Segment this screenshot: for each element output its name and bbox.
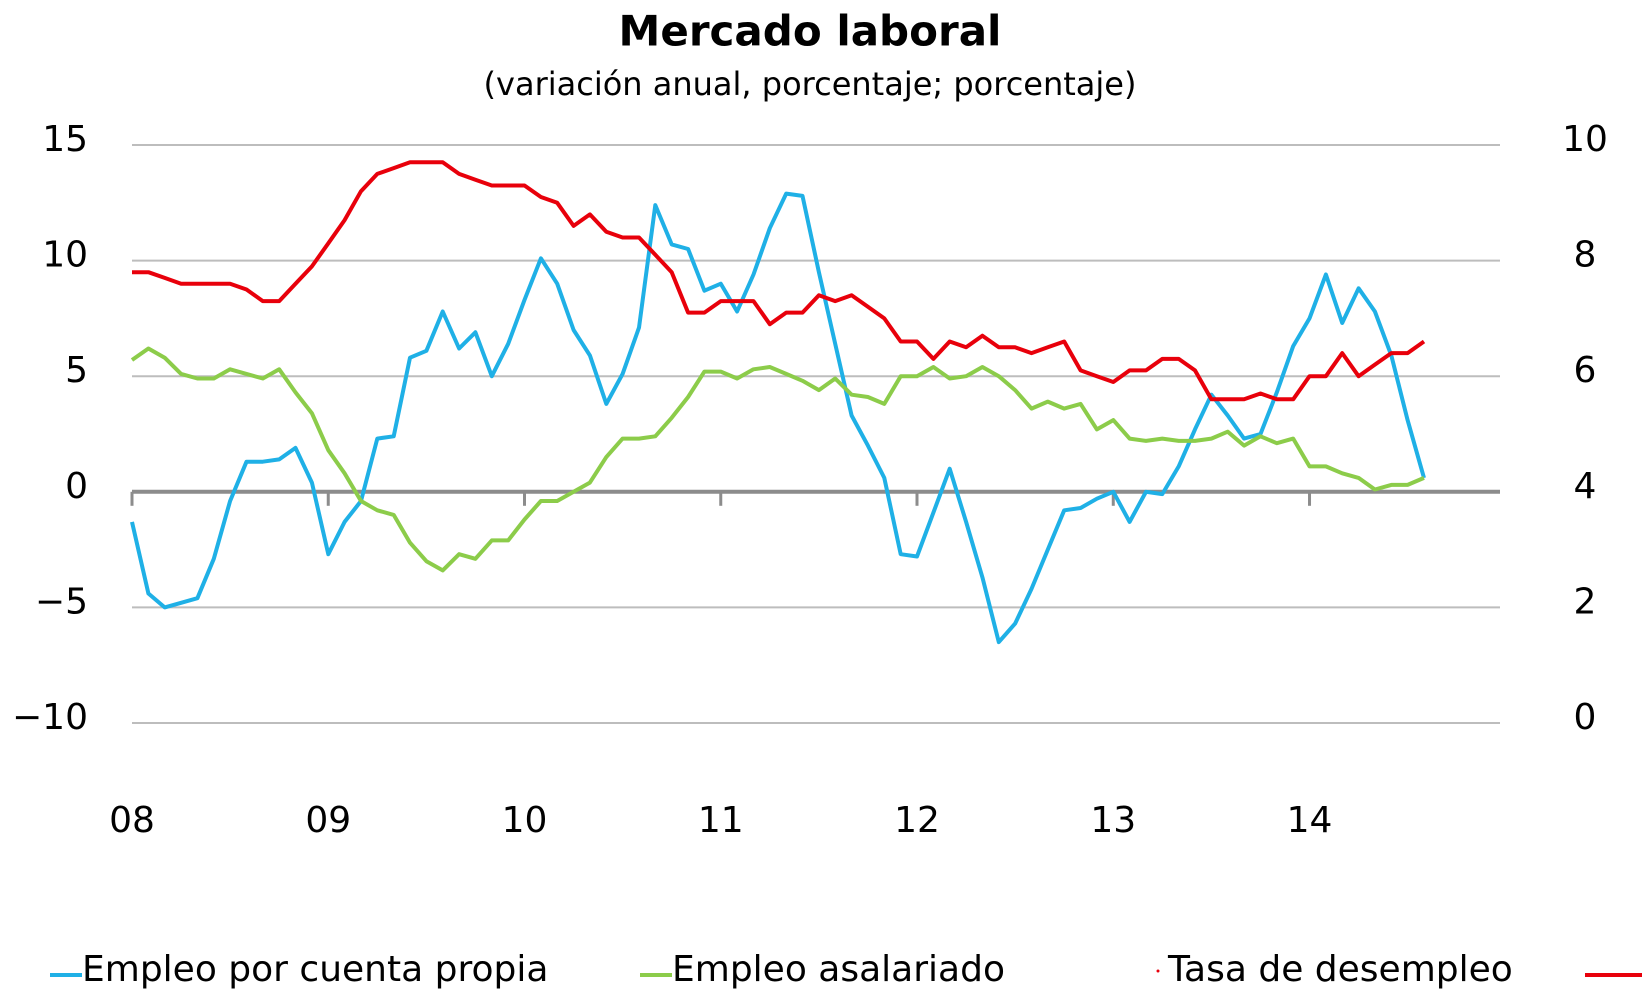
series-line bbox=[130, 346, 1425, 573]
y-tick-label: 15 bbox=[42, 119, 88, 160]
legend-label: Tasa de desempleo bbox=[1167, 949, 1513, 990]
y-tick-label: −10 bbox=[12, 697, 88, 738]
legend-dot bbox=[1156, 969, 1160, 973]
series-line bbox=[130, 191, 1426, 645]
y-tick-label: 5 bbox=[65, 350, 88, 391]
y-tick-label: 10 bbox=[42, 235, 88, 276]
y2-tick-label: 6 bbox=[1574, 350, 1597, 391]
x-tick-label: 13 bbox=[1090, 800, 1136, 841]
y2-tick-label: 0 bbox=[1574, 697, 1597, 738]
x-tick-label: 10 bbox=[502, 800, 548, 841]
y-tick-label: −5 bbox=[35, 581, 88, 622]
chart-subtitle: (variación anual, porcentaje; porcentaje… bbox=[484, 65, 1137, 103]
x-tick-label: 14 bbox=[1287, 800, 1333, 841]
x-tick-label: 11 bbox=[698, 800, 744, 841]
legend-label: Empleo por cuenta propia bbox=[82, 949, 548, 990]
x-tick-label: 09 bbox=[305, 800, 351, 841]
y2-tick-label: 8 bbox=[1574, 235, 1597, 276]
legend-label: Empleo asalariado bbox=[672, 949, 1005, 990]
y-tick-label: 0 bbox=[65, 466, 88, 507]
x-tick-label: 08 bbox=[109, 800, 155, 841]
chart-title: Mercado laboral bbox=[619, 7, 1002, 56]
y2-tick-label: 2 bbox=[1574, 581, 1597, 622]
y2-tick-label: 10 bbox=[1562, 119, 1608, 160]
x-tick-label: 12 bbox=[894, 800, 940, 841]
y2-tick-label: 4 bbox=[1574, 466, 1597, 507]
series-line bbox=[132, 160, 1426, 402]
